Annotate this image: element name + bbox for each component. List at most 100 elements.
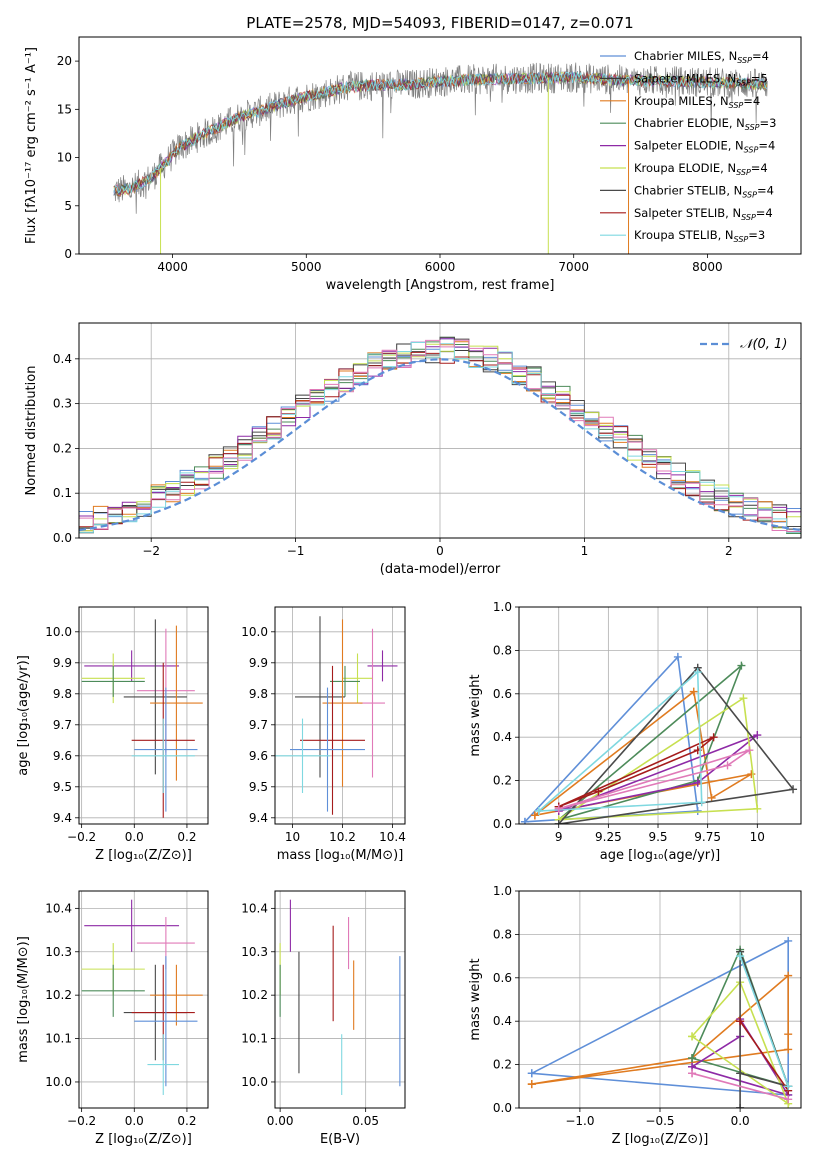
weight-marker <box>736 1104 745 1108</box>
x-tick-label: 0.00 <box>267 1114 294 1128</box>
legend-label: Kroupa STELIB, NSSP=3 <box>634 228 765 244</box>
y-tick-label: 10.1 <box>45 1032 72 1046</box>
weight-marker <box>594 787 603 796</box>
y-axis-label: mass [log₁₀(M/M⊙)] <box>16 936 31 1063</box>
weight-series-line <box>558 696 759 821</box>
errorbar-point <box>150 964 203 1026</box>
x-tick-label: 9.75 <box>694 830 721 844</box>
spectrum-model-line-s_stelib <box>113 71 768 197</box>
y-tick-label: 10.0 <box>241 1075 268 1089</box>
y-tick-label: 9.5 <box>249 780 268 794</box>
y-tick-label: 9.9 <box>249 656 268 670</box>
x-tick-label: −0.2 <box>67 830 96 844</box>
errorbar-point <box>81 964 145 1017</box>
y-tick-label: 10.0 <box>45 1075 72 1089</box>
errorbar-point <box>84 650 180 682</box>
y-tick-label: 0.4 <box>53 352 72 366</box>
errorbar-point <box>134 687 198 812</box>
gaussian-reference-line <box>79 358 801 532</box>
y-tick-label: 10.3 <box>241 945 268 959</box>
x-tick-label: −0.5 <box>645 1114 674 1128</box>
x-tick-label: 0.0 <box>731 1114 750 1128</box>
age_vs_Z-panel: −0.2 0.0 0.2 9.4 9.5 9.6 9.7 9.8 9.9 10.0 Z [log₁₀… <box>16 606 209 863</box>
legend-label: Chabrier ELODIE, NSSP=3 <box>634 116 776 132</box>
axes-frame <box>78 322 802 539</box>
x-axis-label: Z [log₁₀(Z/Z⊙)] <box>95 848 192 863</box>
x-axis-label: E(B-V) <box>320 1132 360 1147</box>
x-tick-label: 1 <box>581 544 589 558</box>
errorbar-point <box>295 616 345 778</box>
legend-label: Salpeter MILES, NSSP=5 <box>634 71 768 87</box>
x-axis-label: mass [log₁₀(M/M⊙)] <box>277 848 404 863</box>
y-tick-label: 9.8 <box>53 687 72 701</box>
age_vs_mass-panel: 10 10.2 10.4 9.4 9.5 9.6 9.7 9.8 9.9 10.0 mass [lo… <box>241 606 406 863</box>
mass_vs_Z-panel: −0.2 0.0 0.2 10.0 10.1 10.2 10.3 10.4 Z [log₁₀(Z… <box>16 890 209 1147</box>
y-tick-label: 10.3 <box>45 945 72 959</box>
weight-marker <box>534 806 543 815</box>
y-axis-label: Normed distribution <box>24 366 39 496</box>
weight-marker <box>527 1069 536 1078</box>
x-tick-label: 2 <box>725 544 733 558</box>
weight-marker <box>745 746 754 755</box>
y-tick-label: 0.1 <box>53 486 72 500</box>
spectrum-model-line-s_elodie <box>113 71 768 197</box>
errorbar-point <box>275 718 330 793</box>
x-tick-label: 7000 <box>558 260 589 274</box>
errorbar-point <box>81 665 145 697</box>
y-tick-label: 0.8 <box>493 927 512 941</box>
errorbar-point <box>342 653 373 704</box>
axes-frame <box>274 890 406 1109</box>
y-tick-label: 0.2 <box>53 441 72 455</box>
x-tick-label: −1 <box>287 544 305 558</box>
weight-series-line <box>538 670 703 812</box>
legend-label: Kroupa MILES, NSSP=4 <box>634 94 760 110</box>
legend-label: Salpeter STELIB, NSSP=4 <box>634 206 773 222</box>
weight-marker <box>747 770 756 779</box>
y-tick-label: 0.4 <box>493 730 512 744</box>
x-tick-label: 0 <box>436 544 444 558</box>
x-tick-label: −0.2 <box>67 1114 96 1128</box>
weight-marker <box>709 733 718 742</box>
weight-series-line <box>558 734 758 812</box>
y-tick-label: 10.4 <box>45 901 72 915</box>
weight_vs_Z-panel: −1.0 −0.5 0.0 0.0 0.2 0.4 0.6 0.8 1.0 Z [log₁₀(Z/… <box>468 884 802 1147</box>
legend-label: Salpeter ELODIE, NSSP=4 <box>634 139 775 155</box>
weight-series-line <box>524 655 699 823</box>
figure-title: PLATE=2578, MJD=54093, FIBERID=0147, z=0… <box>246 14 633 32</box>
weight-marker <box>784 1045 793 1054</box>
y-tick-label: 0.0 <box>493 817 512 831</box>
y-tick-label: 9.4 <box>53 811 72 825</box>
y-tick-label: 0.0 <box>493 1101 512 1115</box>
errorbar-point <box>300 665 365 815</box>
y-tick-label: 9.6 <box>53 749 72 763</box>
weight-marker <box>739 694 748 703</box>
x-tick-label: 4000 <box>157 260 188 274</box>
residual-histogram-s_stelib <box>79 351 801 537</box>
weight-marker <box>736 1069 745 1078</box>
y-tick-label: 9.4 <box>249 811 268 825</box>
y-tick-label: 9.8 <box>249 687 268 701</box>
spectrum-panel: 4000 5000 6000 7000 8000 0 5 10 15 20 wavelength [… <box>24 36 802 293</box>
y-tick-label: 0.2 <box>493 1058 512 1072</box>
y-axis-label: mass weight <box>468 674 483 756</box>
y-tick-label: 9.7 <box>249 718 268 732</box>
y-axis-label: mass weight <box>468 958 483 1040</box>
weight-marker <box>789 785 798 794</box>
y-tick-label: 0.0 <box>53 531 72 545</box>
weight-series-line <box>531 973 789 1085</box>
y-tick-label: 10.2 <box>45 988 72 1002</box>
weight-marker <box>554 820 563 824</box>
weight-series-line <box>558 666 795 824</box>
x-tick-label: 6000 <box>425 260 456 274</box>
legend-label: 𝒩(0, 1) <box>740 337 787 352</box>
weight-marker <box>736 1017 745 1026</box>
x-axis-label: wavelength [Angstrom, rest frame] <box>326 278 555 293</box>
y-tick-label: 0.6 <box>493 687 512 701</box>
residual-histogram-pink <box>79 339 801 532</box>
mass_vs_ebv-panel: 0.00 0.05 10.0 10.1 10.2 10.3 10.4 E(B-V) <box>241 890 406 1147</box>
x-tick-label: 0.0 <box>125 1114 144 1128</box>
y-tick-label: 9.5 <box>53 780 72 794</box>
y-tick-label: 10.0 <box>45 625 72 639</box>
weight_vs_age-marks <box>520 652 798 824</box>
